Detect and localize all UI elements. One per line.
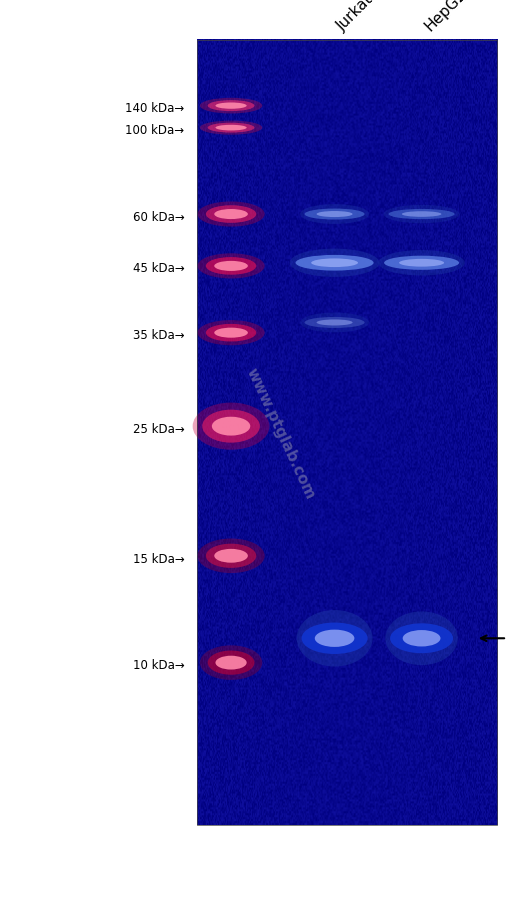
Ellipse shape [198, 321, 265, 345]
Text: 35 kDa→: 35 kDa→ [133, 328, 185, 341]
Ellipse shape [295, 255, 373, 272]
Text: www.ptglab.com: www.ptglab.com [243, 365, 318, 501]
Ellipse shape [214, 262, 248, 272]
Ellipse shape [385, 612, 458, 666]
Ellipse shape [317, 320, 353, 327]
Bar [197, 41, 497, 825]
Ellipse shape [317, 212, 353, 217]
Ellipse shape [384, 256, 459, 271]
Ellipse shape [402, 212, 441, 217]
Ellipse shape [207, 101, 254, 112]
Ellipse shape [379, 251, 465, 276]
Ellipse shape [305, 209, 365, 220]
Ellipse shape [290, 249, 380, 278]
Ellipse shape [315, 630, 355, 648]
Ellipse shape [305, 318, 365, 328]
Ellipse shape [214, 328, 248, 338]
Ellipse shape [215, 656, 246, 670]
Ellipse shape [198, 254, 265, 279]
Ellipse shape [300, 313, 369, 333]
Ellipse shape [311, 259, 358, 268]
Ellipse shape [206, 258, 256, 275]
Ellipse shape [212, 418, 250, 436]
Ellipse shape [215, 104, 246, 110]
Ellipse shape [206, 544, 256, 568]
Ellipse shape [207, 124, 254, 133]
Ellipse shape [200, 98, 262, 115]
Ellipse shape [206, 325, 256, 342]
Ellipse shape [296, 611, 372, 667]
Text: 140 kDa→: 140 kDa→ [125, 102, 185, 115]
Text: 15 kDa→: 15 kDa→ [133, 552, 185, 565]
Text: 25 kDa→: 25 kDa→ [133, 422, 185, 436]
Ellipse shape [300, 205, 369, 225]
Text: HepG2: HepG2 [422, 0, 469, 34]
Text: 60 kDa→: 60 kDa→ [133, 211, 185, 224]
Text: 100 kDa→: 100 kDa→ [125, 124, 185, 137]
Ellipse shape [206, 206, 256, 224]
Ellipse shape [388, 209, 454, 220]
Ellipse shape [207, 651, 254, 675]
Ellipse shape [215, 125, 246, 132]
Ellipse shape [202, 410, 260, 443]
Ellipse shape [214, 549, 248, 563]
Text: 45 kDa→: 45 kDa→ [133, 262, 185, 274]
Ellipse shape [402, 630, 440, 647]
Ellipse shape [302, 623, 368, 654]
Ellipse shape [200, 646, 262, 680]
Text: 10 kDa→: 10 kDa→ [133, 658, 185, 672]
Ellipse shape [198, 538, 265, 574]
Ellipse shape [399, 260, 444, 267]
Ellipse shape [198, 202, 265, 227]
Ellipse shape [384, 206, 460, 224]
Text: Jurkat: Jurkat [334, 0, 376, 34]
Ellipse shape [200, 122, 262, 135]
Ellipse shape [192, 403, 269, 450]
Ellipse shape [214, 210, 248, 220]
Ellipse shape [390, 623, 453, 653]
